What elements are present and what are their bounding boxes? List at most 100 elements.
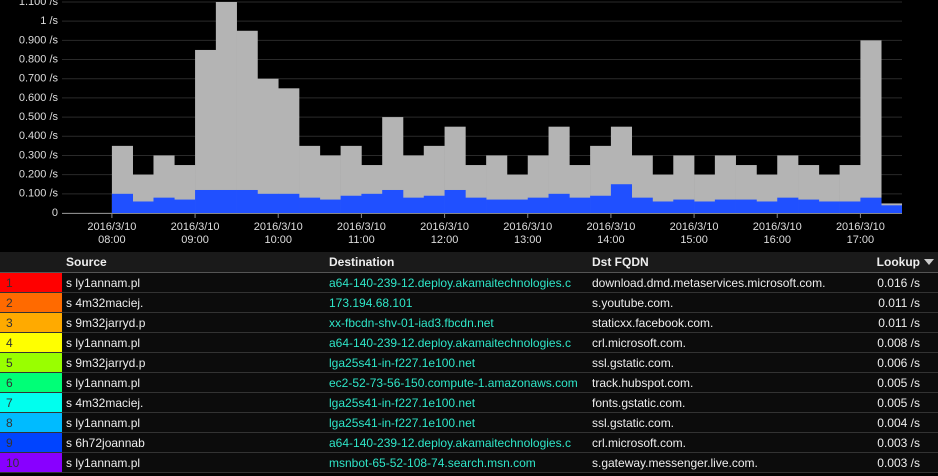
lookup-rate: 0.004 /s	[858, 412, 938, 433]
bar	[132, 201, 154, 213]
bar	[236, 189, 258, 213]
x-tick-label: 10:00	[264, 234, 292, 246]
bar	[319, 155, 341, 213]
x-tick-label: 17:00	[847, 234, 875, 246]
bar	[631, 197, 653, 213]
y-tick-label: 0.600 /s	[19, 92, 59, 104]
bar	[777, 197, 799, 213]
dst-fqdn: ssl.gstatic.com.	[588, 352, 858, 373]
source: s 9m32jarryd.p	[62, 312, 325, 333]
x-tick-label: 15:00	[680, 234, 708, 246]
x-tick-label: 08:00	[98, 234, 126, 246]
source: s ly1annam.pl	[62, 412, 325, 433]
table-row[interactable]: 10 s ly1annam.pl msnbot-65-52-108-74.searc…	[0, 452, 938, 473]
lookup-rate: 0.011 /s	[858, 292, 938, 313]
y-tick-label: 0.400 /s	[19, 130, 59, 142]
dst-fqdn: crl.microsoft.com.	[588, 432, 858, 453]
bar	[382, 189, 404, 213]
bar	[548, 126, 570, 213]
y-tick-label: 1.100 /s	[19, 0, 59, 8]
column-header: Destination	[325, 252, 588, 273]
lookup-rate: 0.006 /s	[858, 352, 938, 373]
x-tick-label: 2016/3/10	[254, 221, 303, 233]
x-tick-label: 2016/3/10	[670, 221, 719, 233]
bar	[527, 197, 549, 213]
bar	[382, 117, 404, 213]
y-tick-label: 0.300 /s	[19, 149, 59, 161]
source: s 4m32maciej.	[62, 292, 325, 313]
lookup-rate: 0.003 /s	[858, 432, 938, 453]
x-tick-label: 09:00	[181, 234, 209, 246]
dst-fqdn: ssl.gstatic.com.	[588, 412, 858, 433]
destination: lga25s41-in-f227.1e100.net	[325, 412, 588, 433]
destination: xx-fbcdn-shv-01-iad3.fbcdn.net	[325, 312, 588, 333]
row-index: 1	[0, 272, 62, 293]
bar	[278, 88, 300, 213]
bar	[278, 193, 300, 213]
destination: a64-140-239-12.deploy.akamaitechnologies…	[325, 432, 588, 453]
bar	[465, 197, 487, 213]
bar	[195, 49, 217, 213]
dst-fqdn: s.youtube.com.	[588, 292, 858, 313]
bar	[215, 2, 237, 213]
lookup-rate: 0.016 /s	[858, 272, 938, 293]
destination: lga25s41-in-f227.1e100.net	[325, 392, 588, 413]
bar	[236, 30, 258, 213]
bar	[174, 199, 196, 213]
dst-fqdn: crl.microsoft.com.	[588, 332, 858, 353]
destination: a64-140-239-12.deploy.akamaitechnologies…	[325, 332, 588, 353]
bar	[694, 201, 716, 213]
row-index: 7	[0, 392, 62, 413]
source: s 4m32maciej.	[62, 392, 325, 413]
row-index: 3	[0, 312, 62, 333]
x-tick-label: 13:00	[514, 234, 542, 246]
bar	[798, 199, 820, 213]
row-index: 4	[0, 332, 62, 353]
bar	[195, 189, 217, 213]
bar	[548, 193, 570, 213]
bar	[569, 197, 591, 213]
chart: 0 0.100 /s 0.200 /s 0.300 /s 0.400 /s 0.500 /…	[19, 0, 902, 246]
destination: ec2-52-73-56-150.compute-1.amazonaws.com	[325, 372, 588, 393]
x-tick-label: 2016/3/10	[420, 221, 469, 233]
bar	[735, 199, 757, 213]
column-header: Lookup	[858, 252, 938, 273]
dst-fqdn: staticxx.facebook.com.	[588, 312, 858, 333]
lookup-rate: 0.003 /s	[858, 452, 938, 473]
dst-fqdn: s.gateway.messenger.live.com.	[588, 452, 858, 473]
bar	[610, 184, 633, 213]
bar	[860, 40, 882, 213]
y-tick-label: 0.900 /s	[19, 34, 59, 46]
y-tick-label: 0	[52, 207, 58, 219]
bar	[486, 199, 508, 213]
destination: lga25s41-in-f227.1e100.net	[325, 352, 588, 373]
bar	[111, 193, 133, 213]
source: s ly1annam.pl	[62, 452, 325, 473]
bar	[756, 201, 778, 213]
row-index: 5	[0, 352, 62, 373]
bar	[340, 195, 362, 213]
y-tick-label: 0.700 /s	[19, 73, 59, 85]
dst-fqdn: download.dmd.metaservices.microsoft.com.	[588, 272, 858, 293]
bar	[714, 199, 736, 213]
bar	[839, 165, 861, 213]
source: s ly1annam.pl	[62, 332, 325, 353]
bar	[215, 189, 237, 213]
y-tick-label: 0.200 /s	[19, 169, 59, 181]
bar	[361, 193, 383, 213]
bar	[714, 155, 736, 213]
source: s 9m32jarryd.p	[62, 352, 325, 373]
x-tick-label: 2016/3/10	[753, 221, 802, 233]
row-index: 9	[0, 432, 62, 453]
x-tick-label: 14:00	[597, 234, 625, 246]
